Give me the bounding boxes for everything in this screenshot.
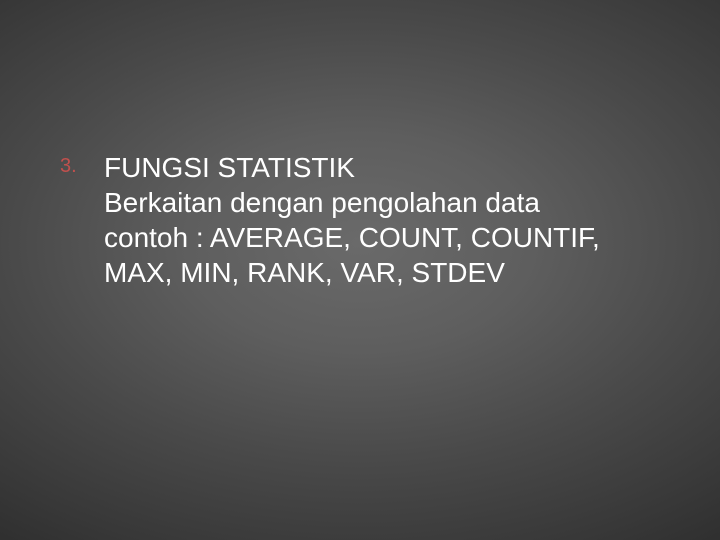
- list-item-3: 3. FUNGSI STATISTIK Berkaitan dengan pen…: [60, 150, 660, 290]
- body-line-2: contoh : AVERAGE, COUNT, COUNTIF, MAX, M…: [104, 220, 660, 290]
- slide: 3. FUNGSI STATISTIK Berkaitan dengan pen…: [0, 0, 720, 540]
- list-marker: 3.: [60, 155, 78, 178]
- body-line-1: Berkaitan dengan pengolahan data: [104, 185, 660, 220]
- list-content: FUNGSI STATISTIK Berkaitan dengan pengol…: [104, 150, 660, 290]
- heading-line: FUNGSI STATISTIK: [104, 150, 660, 185]
